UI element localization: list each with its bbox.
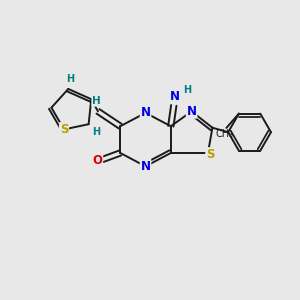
Text: H: H <box>92 127 100 136</box>
Text: CH₃: CH₃ <box>216 129 234 140</box>
Text: S: S <box>60 123 68 136</box>
Text: N: N <box>187 105 196 118</box>
Text: O: O <box>92 154 102 167</box>
Text: H: H <box>183 85 191 95</box>
Text: N: N <box>140 106 151 119</box>
Text: H: H <box>67 74 75 84</box>
Text: H: H <box>92 96 101 106</box>
Text: N: N <box>170 90 180 103</box>
Text: N: N <box>140 160 151 173</box>
Text: S: S <box>206 148 214 161</box>
